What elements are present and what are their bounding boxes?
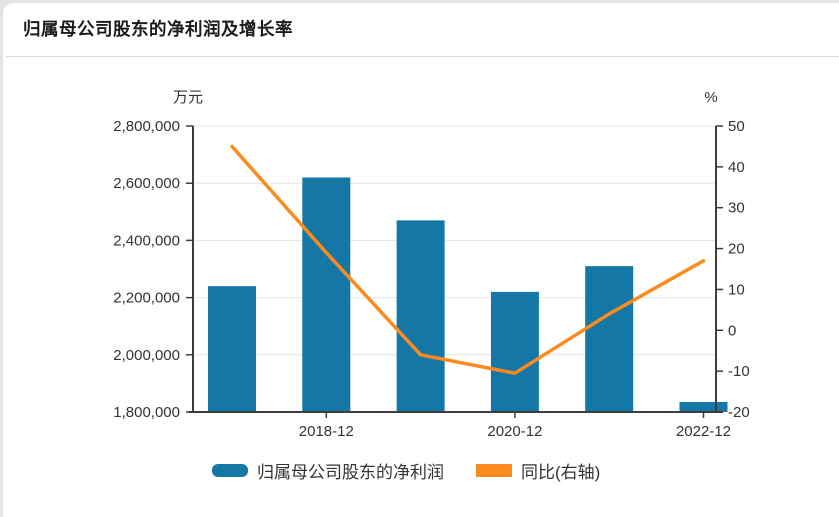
bar-2018-12[interactable] bbox=[302, 177, 351, 412]
left-axis-tick-label: 2,400,000 bbox=[113, 232, 180, 249]
bar-2017-12[interactable] bbox=[208, 286, 256, 412]
bar-2020-12[interactable] bbox=[490, 291, 539, 412]
x-axis-tick-label: 2020-12 bbox=[487, 423, 542, 440]
bar-2021-12[interactable] bbox=[585, 266, 634, 412]
legend-label-yoy: 同比(右轴) bbox=[521, 463, 601, 482]
bar-2019-12[interactable] bbox=[396, 220, 445, 412]
page-title: 归属母公司股东的净利润及增长率 bbox=[23, 19, 293, 39]
yoy-trend-line[interactable] bbox=[230, 144, 706, 375]
right-axis-tick-label: 50 bbox=[728, 118, 745, 135]
right-axis-tick-label: 30 bbox=[728, 200, 745, 217]
left-axis-tick-label: 2,600,000 bbox=[113, 175, 180, 192]
right-axis-tick-label: -10 bbox=[728, 363, 750, 380]
chart-legend: 归属母公司股东的净利润 同比(右轴) bbox=[212, 458, 600, 483]
legend-item-net-profit[interactable]: 归属母公司股东的净利润 bbox=[212, 458, 444, 483]
card-header: 归属母公司股东的净利润及增长率 bbox=[3, 3, 839, 57]
left-axis-unit-label: 万元 bbox=[173, 89, 203, 106]
line-series-swatch-icon bbox=[476, 464, 512, 477]
right-axis-tick-label: 40 bbox=[728, 159, 745, 176]
right-axis-tick-label: 10 bbox=[728, 281, 745, 298]
chart-area: 2,800,000 2,600,000 2,400,000 2,200,000 2,00… bbox=[3, 57, 839, 517]
chart-card: 归属母公司股东的净利润及增长率 2,800,000 2,600,000 2,400,… bbox=[3, 3, 839, 517]
bar-series-swatch-icon bbox=[212, 464, 248, 477]
left-axis-tick-label: 1,800,000 bbox=[113, 404, 180, 421]
bar-2022-12[interactable] bbox=[679, 401, 728, 412]
x-axis-tick-label: 2022-12 bbox=[676, 423, 731, 440]
x-axis-tick-label: 2018-12 bbox=[299, 423, 354, 440]
right-axis-tick-label: -20 bbox=[728, 404, 750, 421]
right-axis-tick-label: 20 bbox=[728, 241, 745, 258]
right-axis-tick-label: 0 bbox=[728, 322, 736, 339]
legend-label-net-profit: 归属母公司股东的净利润 bbox=[257, 463, 444, 482]
left-axis-tick-label: 2,800,000 bbox=[113, 118, 180, 135]
legend-item-yoy[interactable]: 同比(右轴) bbox=[476, 458, 600, 483]
left-axis-tick-label: 2,200,000 bbox=[113, 290, 180, 307]
left-axis-tick-label: 2,000,000 bbox=[113, 347, 180, 364]
right-axis-unit-label: % bbox=[704, 89, 717, 106]
combo-chart: 2,800,000 2,600,000 2,400,000 2,200,000 2,00… bbox=[113, 89, 750, 440]
header-divider bbox=[6, 56, 839, 57]
